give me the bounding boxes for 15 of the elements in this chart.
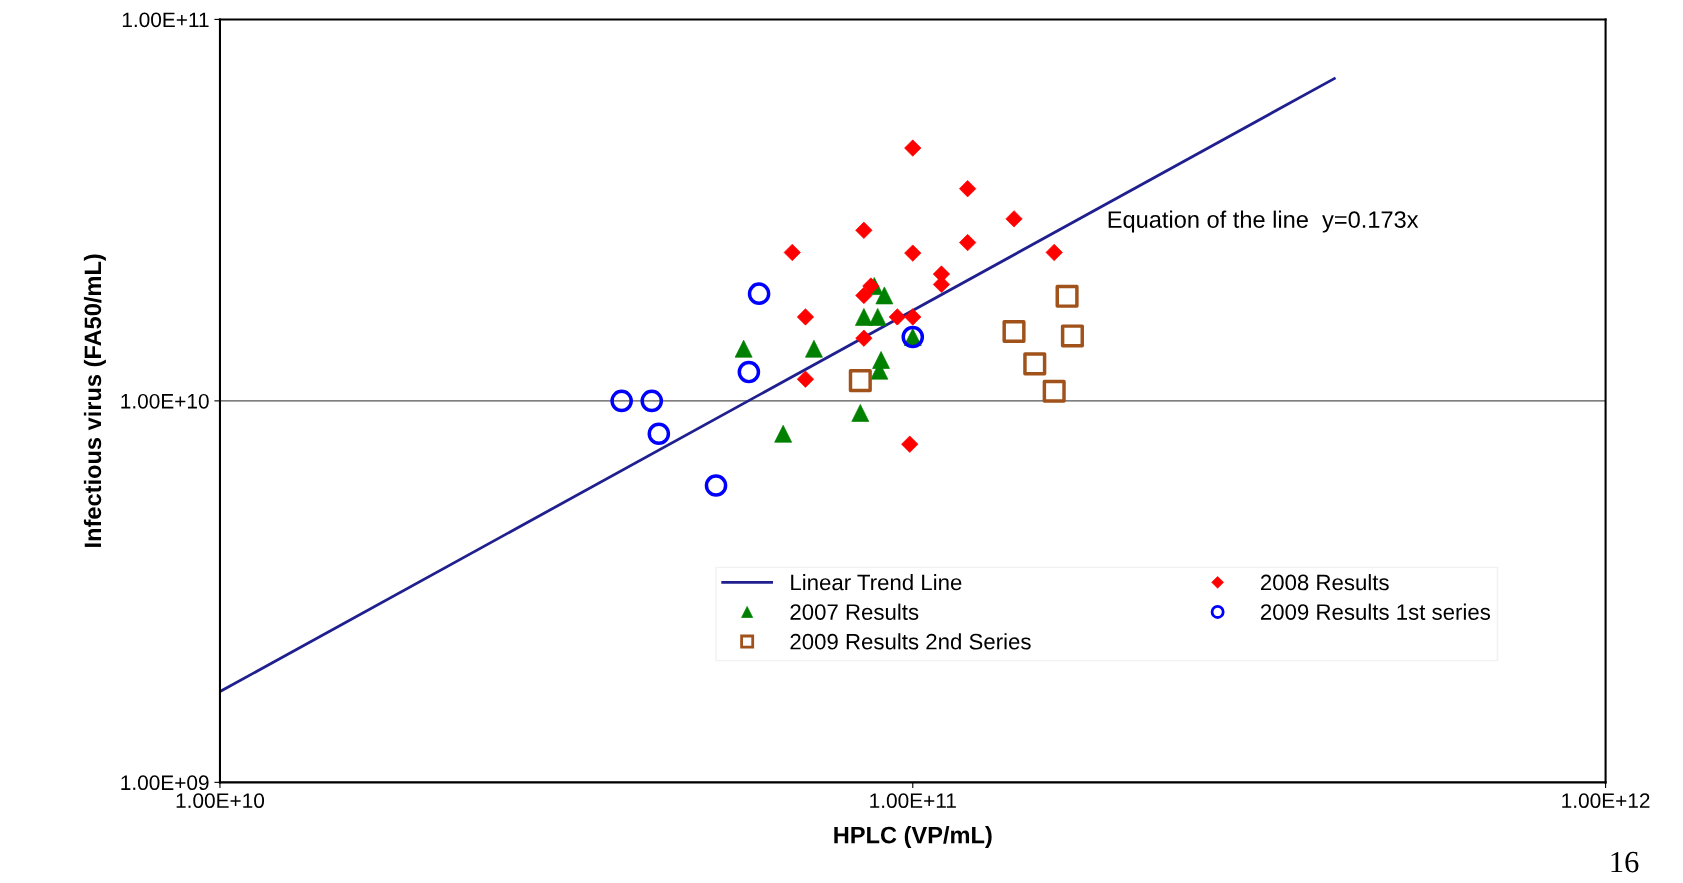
- x-tick-label: 1.00E+11: [870, 793, 956, 809]
- y-tick-label: 1.00E+10: [121, 393, 209, 409]
- legend-label: 2008 Results: [1260, 574, 1389, 591]
- y-axis-title: Infectious virus (FA50/mL): [83, 254, 106, 547]
- y-tick-label: 1.00E+09: [121, 775, 209, 791]
- x-tick-label: 1.00E+10: [176, 793, 265, 809]
- legend-label: Linear Trend Line: [791, 574, 962, 591]
- annotation: Equation of the line y=0.173x: [1108, 210, 1419, 233]
- text: 16: [1611, 851, 1639, 873]
- x-tick-label: 1.00E+12: [1562, 793, 1650, 809]
- legend-label: 2009 Results 1st series: [1260, 603, 1491, 620]
- legend-label: 2009 Results 2nd Series: [790, 633, 1031, 650]
- legend-label: 2007 Results: [790, 603, 919, 620]
- y-tick-label: 1.00E+11: [122, 12, 209, 28]
- x-axis-title: HPLC (VP/mL): [834, 826, 992, 849]
